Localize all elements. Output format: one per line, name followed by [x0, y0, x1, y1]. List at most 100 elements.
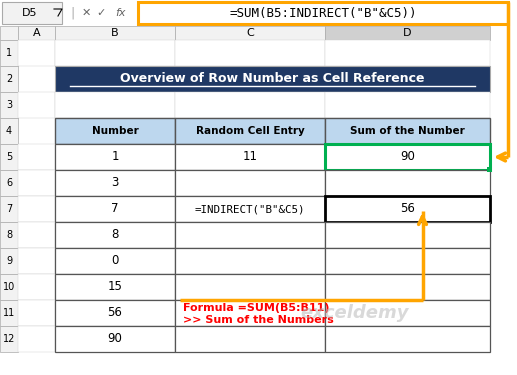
- FancyBboxPatch shape: [18, 170, 55, 196]
- Text: 3: 3: [6, 100, 12, 110]
- FancyBboxPatch shape: [18, 274, 55, 300]
- FancyBboxPatch shape: [55, 300, 175, 326]
- FancyBboxPatch shape: [0, 274, 18, 300]
- FancyBboxPatch shape: [55, 170, 175, 196]
- Text: 9: 9: [6, 256, 12, 266]
- FancyBboxPatch shape: [0, 300, 18, 326]
- FancyBboxPatch shape: [325, 40, 490, 66]
- Text: fx: fx: [115, 8, 125, 18]
- FancyBboxPatch shape: [0, 222, 18, 248]
- Text: exceldemy: exceldemy: [301, 304, 409, 322]
- Text: 1: 1: [111, 150, 119, 164]
- Text: Formula =SUM(B5:B11): Formula =SUM(B5:B11): [183, 303, 329, 313]
- Text: 90: 90: [400, 150, 415, 164]
- FancyBboxPatch shape: [55, 222, 175, 248]
- FancyBboxPatch shape: [175, 222, 325, 248]
- FancyBboxPatch shape: [325, 326, 490, 352]
- Text: D5: D5: [22, 8, 38, 18]
- Text: =SUM(B5:INDIRECT("B"&C5)): =SUM(B5:INDIRECT("B"&C5)): [229, 6, 417, 20]
- Text: 7: 7: [111, 202, 119, 216]
- FancyBboxPatch shape: [175, 40, 325, 66]
- Bar: [487, 167, 492, 172]
- FancyBboxPatch shape: [18, 40, 55, 66]
- Text: 8: 8: [111, 228, 119, 242]
- FancyBboxPatch shape: [0, 196, 18, 222]
- Text: ✕: ✕: [81, 8, 90, 18]
- FancyBboxPatch shape: [325, 118, 490, 144]
- Text: Random Cell Entry: Random Cell Entry: [195, 126, 305, 136]
- FancyBboxPatch shape: [0, 40, 18, 66]
- FancyBboxPatch shape: [55, 326, 175, 352]
- FancyBboxPatch shape: [55, 66, 490, 92]
- FancyBboxPatch shape: [55, 40, 175, 66]
- Text: =INDIRECT("B"&C5): =INDIRECT("B"&C5): [195, 204, 305, 214]
- FancyBboxPatch shape: [55, 26, 175, 40]
- Text: 3: 3: [111, 177, 119, 189]
- Text: 2: 2: [6, 74, 12, 84]
- FancyBboxPatch shape: [0, 144, 18, 170]
- Text: Sum of the Number: Sum of the Number: [350, 126, 465, 136]
- FancyBboxPatch shape: [0, 170, 18, 196]
- FancyBboxPatch shape: [55, 92, 175, 118]
- FancyBboxPatch shape: [0, 326, 18, 352]
- FancyBboxPatch shape: [0, 26, 18, 40]
- FancyBboxPatch shape: [55, 118, 175, 144]
- FancyBboxPatch shape: [325, 26, 490, 40]
- FancyBboxPatch shape: [18, 248, 55, 274]
- FancyBboxPatch shape: [325, 144, 490, 170]
- FancyBboxPatch shape: [175, 92, 325, 118]
- FancyBboxPatch shape: [18, 326, 55, 352]
- FancyBboxPatch shape: [18, 222, 55, 248]
- FancyBboxPatch shape: [325, 222, 490, 248]
- Text: 8: 8: [6, 230, 12, 240]
- Text: A: A: [33, 28, 40, 38]
- FancyBboxPatch shape: [18, 92, 55, 118]
- Text: D: D: [403, 28, 412, 38]
- Text: 11: 11: [3, 308, 15, 318]
- Text: 15: 15: [108, 280, 123, 294]
- FancyBboxPatch shape: [18, 26, 55, 40]
- FancyBboxPatch shape: [175, 248, 325, 274]
- FancyBboxPatch shape: [175, 274, 325, 300]
- FancyBboxPatch shape: [18, 196, 55, 222]
- FancyBboxPatch shape: [325, 248, 490, 274]
- FancyBboxPatch shape: [175, 196, 325, 222]
- FancyBboxPatch shape: [0, 66, 18, 92]
- Text: 5: 5: [6, 152, 12, 162]
- FancyBboxPatch shape: [0, 92, 18, 118]
- FancyBboxPatch shape: [138, 2, 508, 24]
- FancyBboxPatch shape: [18, 144, 55, 170]
- Text: 10: 10: [3, 282, 15, 292]
- Text: B: B: [111, 28, 119, 38]
- Text: 6: 6: [6, 178, 12, 188]
- FancyBboxPatch shape: [0, 248, 18, 274]
- Text: 7: 7: [6, 204, 12, 214]
- FancyBboxPatch shape: [55, 144, 175, 170]
- Text: 0: 0: [111, 255, 119, 267]
- FancyBboxPatch shape: [325, 170, 490, 196]
- FancyBboxPatch shape: [0, 118, 18, 144]
- FancyBboxPatch shape: [2, 2, 62, 24]
- FancyBboxPatch shape: [325, 92, 490, 118]
- Text: 4: 4: [6, 126, 12, 136]
- Text: 11: 11: [242, 150, 257, 164]
- Text: ✓: ✓: [96, 8, 105, 18]
- FancyBboxPatch shape: [55, 248, 175, 274]
- Text: 1: 1: [6, 48, 12, 58]
- Text: Overview of Row Number as Cell Reference: Overview of Row Number as Cell Reference: [120, 72, 425, 86]
- Text: 56: 56: [400, 202, 415, 216]
- FancyBboxPatch shape: [175, 118, 325, 144]
- FancyBboxPatch shape: [325, 274, 490, 300]
- Text: 56: 56: [108, 306, 123, 320]
- FancyBboxPatch shape: [175, 300, 325, 326]
- FancyBboxPatch shape: [18, 300, 55, 326]
- Text: 90: 90: [108, 333, 123, 345]
- Text: Number: Number: [92, 126, 139, 136]
- FancyBboxPatch shape: [325, 196, 490, 222]
- Text: 12: 12: [3, 334, 15, 344]
- Text: >> Sum of the Numbers: >> Sum of the Numbers: [183, 315, 334, 325]
- FancyBboxPatch shape: [175, 326, 325, 352]
- FancyBboxPatch shape: [175, 26, 325, 40]
- FancyBboxPatch shape: [55, 274, 175, 300]
- FancyBboxPatch shape: [175, 144, 325, 170]
